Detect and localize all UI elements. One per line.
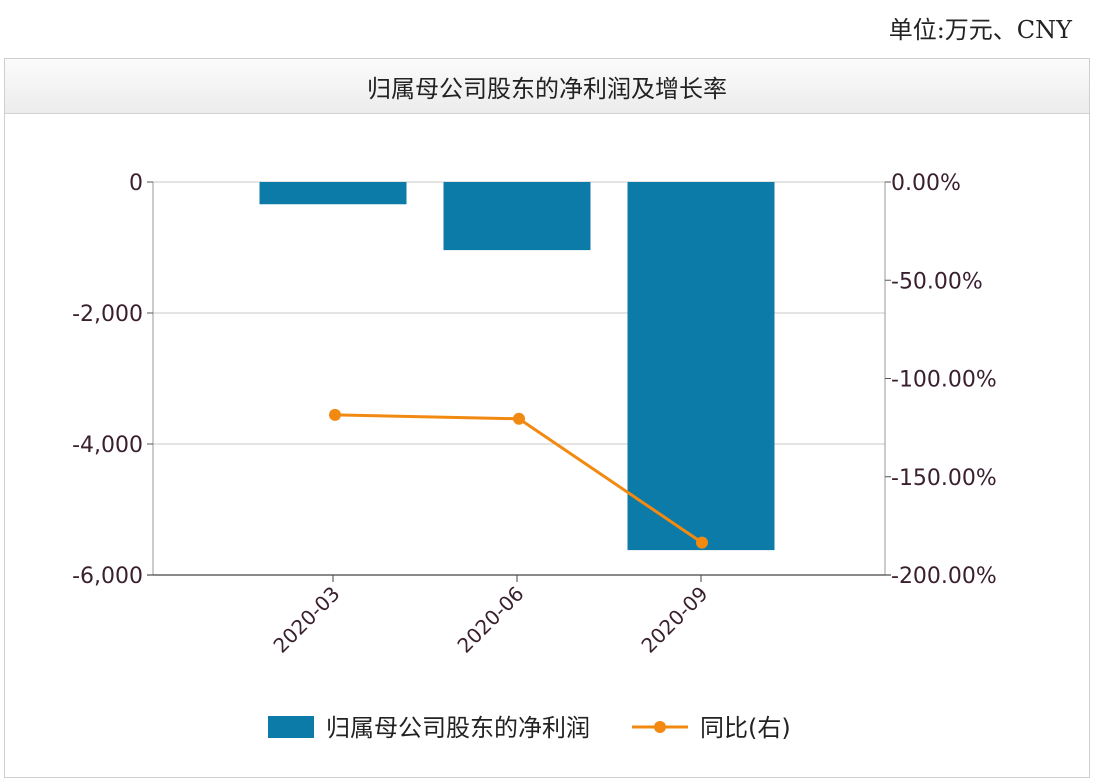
legend-label-line: 同比(右): [700, 714, 791, 742]
left-tick-label-3: -6,000: [72, 564, 143, 589]
bar-2020-03: [259, 182, 407, 205]
growth-point-2020-03: [329, 408, 341, 421]
legend-swatch-bar: [268, 716, 314, 738]
right-tick-label-3: -150.00%: [891, 466, 997, 491]
legend-swatch-line-dot: [654, 721, 666, 733]
right-tick-label-0: 0.00%: [891, 171, 961, 196]
left-tick-label-0: 0: [129, 171, 143, 196]
chart-frame: 归属母公司股东的净利润及增长率: [4, 58, 1090, 778]
growth-line: [329, 408, 708, 549]
right-tick-label-4: -200.00%: [891, 564, 997, 589]
axes: [147, 181, 891, 582]
x-tick-label-2020-09: 2020-09: [636, 582, 712, 658]
left-tick-label-1: -2,000: [72, 302, 143, 327]
x-tick-label-2020-06: 2020-06: [452, 582, 528, 658]
bar-2020-06: [443, 182, 591, 251]
unit-label: 单位:万元、CNY: [888, 16, 1072, 44]
chart-title: 归属母公司股东的净利润及增长率: [5, 59, 1089, 114]
right-tick-label-1: -50.00%: [891, 269, 983, 294]
bars: [259, 182, 775, 551]
growth-point-2020-06: [513, 412, 525, 425]
legend[interactable]: 归属母公司股东的净利润 同比(右): [268, 714, 791, 742]
left-tick-label-2: -4,000: [72, 433, 143, 458]
legend-label-bar: 归属母公司股东的净利润: [326, 714, 590, 742]
right-tick-label-2: -100.00%: [891, 368, 997, 393]
x-tick-label-2020-03: 2020-03: [268, 582, 344, 658]
bar-2020-09: [627, 182, 775, 551]
growth-point-2020-09: [696, 536, 708, 549]
